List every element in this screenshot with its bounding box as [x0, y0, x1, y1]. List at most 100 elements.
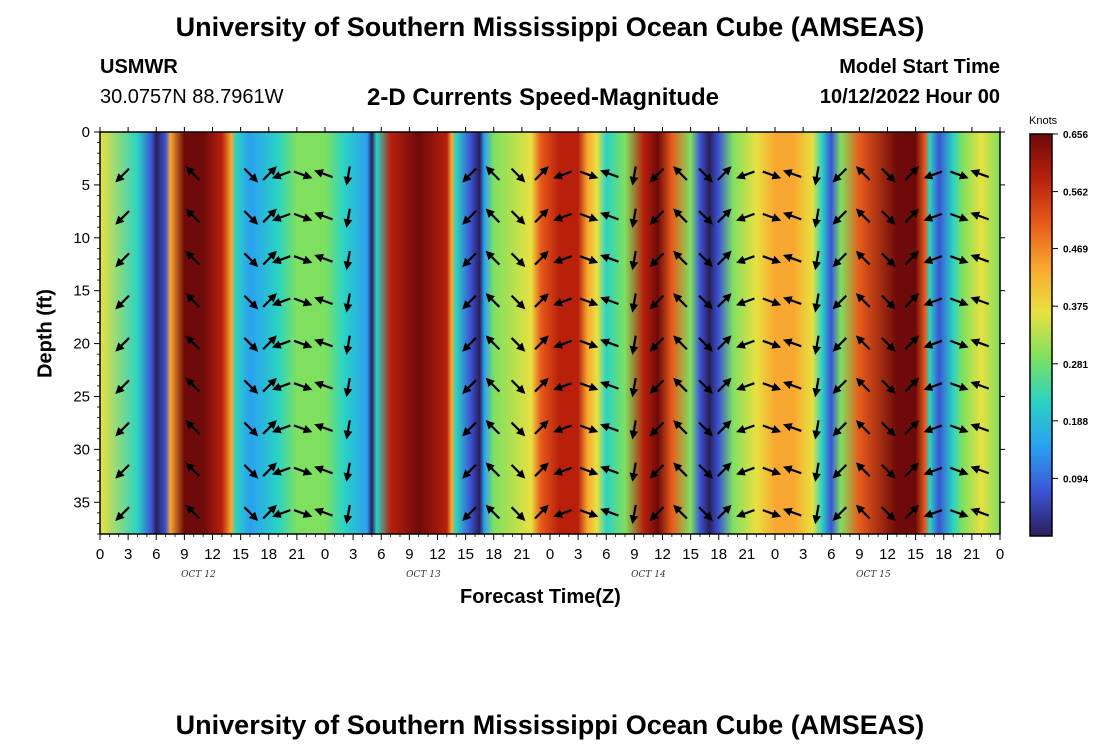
- current-arrow: [698, 421, 713, 437]
- current-arrow: [243, 421, 259, 437]
- current-arrow: [185, 504, 201, 520]
- current-arrow: [343, 462, 353, 482]
- current-arrow: [881, 167, 896, 183]
- current-arrow: [579, 424, 599, 434]
- current-arrow: [881, 506, 896, 521]
- current-arrow: [293, 382, 313, 391]
- current-arrow: [881, 252, 896, 268]
- current-arrow: [904, 250, 920, 266]
- x-tick-label: 15: [457, 546, 474, 563]
- x-tick-label: 9: [405, 546, 413, 563]
- current-arrow: [970, 253, 990, 263]
- current-arrow: [762, 509, 782, 518]
- colorbar-tick-label: 0.656: [1063, 130, 1088, 141]
- current-arrow: [314, 423, 333, 432]
- current-arrow: [271, 170, 291, 180]
- current-arrow: [812, 420, 822, 440]
- current-arrow: [485, 208, 501, 224]
- colorbar-tick-label: 0.562: [1063, 188, 1088, 199]
- current-arrow: [881, 379, 896, 395]
- x-tick-label: 21: [289, 546, 306, 563]
- current-arrow: [579, 509, 599, 518]
- current-arrow: [782, 253, 802, 263]
- current-arrow: [115, 210, 130, 225]
- y-tick-label: 0: [82, 124, 90, 141]
- current-arrow: [343, 420, 353, 440]
- current-arrow: [262, 420, 277, 435]
- current-arrow: [485, 166, 501, 181]
- current-arrow: [553, 509, 572, 518]
- current-arrow: [855, 462, 871, 477]
- current-arrow: [717, 250, 732, 266]
- current-arrow: [698, 167, 713, 183]
- current-arrow: [462, 167, 477, 183]
- current-arrow: [832, 337, 848, 352]
- current-arrow: [510, 379, 526, 395]
- current-arrow: [812, 335, 822, 355]
- current-arrow: [673, 166, 688, 181]
- current-arrow: [832, 464, 848, 479]
- current-arrow: [600, 465, 619, 475]
- current-arrow: [629, 293, 639, 313]
- current-arrow: [949, 382, 969, 391]
- current-arrow: [832, 506, 848, 521]
- x-tick-label: 15: [682, 546, 699, 563]
- current-arrow: [649, 252, 665, 268]
- current-arrow: [736, 170, 755, 180]
- current-arrow: [629, 462, 639, 482]
- current-arrow: [673, 250, 688, 266]
- y-axis-label: Depth (ft): [34, 289, 57, 378]
- current-arrow: [782, 507, 802, 517]
- current-arrow: [673, 504, 688, 520]
- current-arrow: [314, 296, 333, 306]
- current-arrow: [485, 250, 501, 266]
- current-speed-heatmap: 0 3 6 9 12 15 18 21 0 3 6 9 12 15 18 21 0 3 6 9 12 15 18 21 0 3 6 9…: [73, 115, 1088, 580]
- date-label: OCT 14: [631, 570, 666, 580]
- date-label: OCT 13: [406, 570, 441, 580]
- current-arrow: [262, 293, 277, 308]
- current-arrow: [673, 335, 688, 351]
- current-arrow: [579, 255, 599, 265]
- current-arrow: [293, 255, 313, 265]
- current-arrow: [673, 420, 688, 435]
- current-arrow: [881, 210, 896, 225]
- current-arrow: [462, 210, 477, 225]
- current-arrow: [314, 211, 333, 221]
- current-arrow: [243, 337, 259, 352]
- current-arrow: [855, 208, 871, 224]
- x-tick-label: 3: [799, 546, 807, 563]
- current-arrow: [314, 465, 333, 475]
- current-arrow: [673, 293, 688, 308]
- current-arrow: [949, 297, 969, 307]
- current-arrow: [600, 253, 619, 263]
- current-arrow: [343, 250, 353, 271]
- x-tick-label: 18: [710, 546, 727, 563]
- current-arrow: [243, 379, 259, 395]
- current-arrow: [510, 337, 526, 352]
- current-arrow: [698, 379, 713, 395]
- current-arrow: [717, 166, 732, 181]
- current-arrow: [970, 507, 990, 517]
- current-arrow: [510, 421, 526, 437]
- current-arrow: [698, 294, 713, 310]
- x-tick-label: 18: [260, 546, 277, 563]
- current-arrow: [673, 377, 688, 393]
- current-arrow: [736, 424, 755, 434]
- current-arrow: [673, 462, 688, 477]
- current-arrow: [343, 208, 353, 228]
- current-arrow: [782, 338, 802, 348]
- x-tick-label: 9: [180, 546, 188, 563]
- colorbar: Knots 0.656 0.562 0.469 0.375 0.281 0.188 0.09…: [1029, 115, 1088, 537]
- current-arrow: [243, 464, 259, 479]
- current-arrow: [855, 420, 871, 435]
- current-arrow: [881, 337, 896, 352]
- current-arrow: [904, 377, 920, 393]
- y-tick-label: 10: [73, 230, 90, 247]
- current-arrow: [812, 293, 822, 313]
- current-arrow: [629, 250, 639, 271]
- current-arrow: [970, 338, 990, 348]
- current-arrow: [923, 255, 943, 265]
- current-arrow: [343, 293, 353, 313]
- current-arrow: [553, 339, 572, 349]
- x-tick-label: 21: [964, 546, 981, 563]
